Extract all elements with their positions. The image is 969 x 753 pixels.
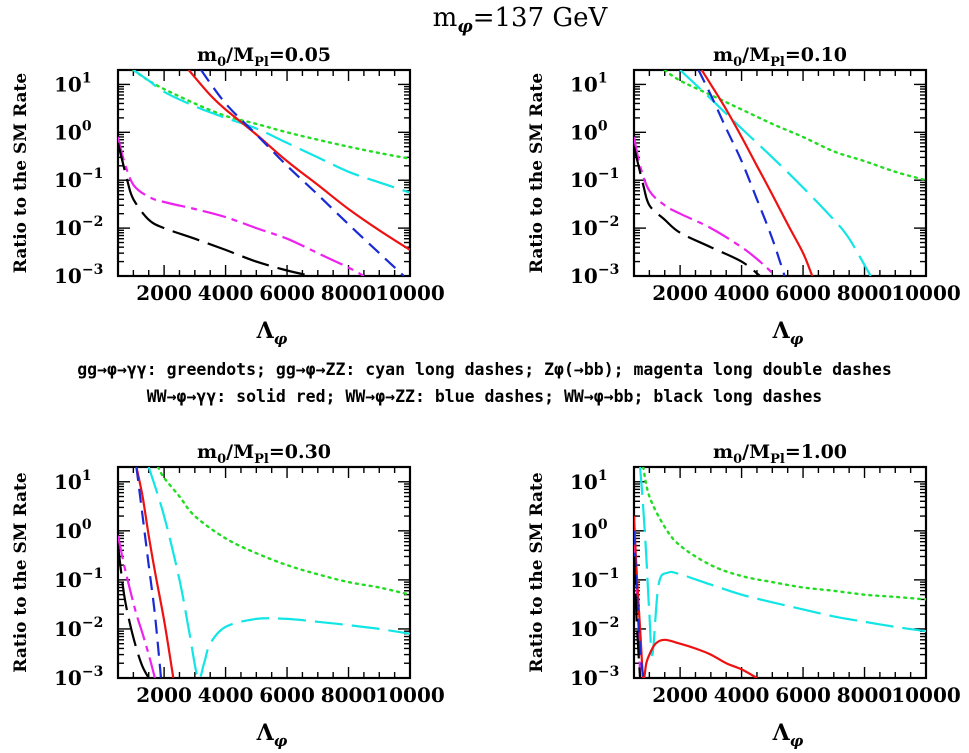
series-line-gg_ZZ: [639, 467, 926, 657]
series-group: [118, 70, 410, 276]
x-tick-label: 8000: [321, 683, 377, 707]
series-group: [118, 467, 410, 678]
series-line-gg_gamgam: [663, 70, 926, 182]
series-line-WW_ZZ: [135, 467, 163, 678]
x-tick-label: 10000: [891, 683, 961, 707]
y-tick-label: 10−2: [570, 214, 619, 240]
x-axis-label: Λφ: [256, 318, 288, 348]
y-tick-label: 101: [54, 468, 92, 494]
series-line-Zphi_bb: [634, 136, 777, 276]
series-line-WW_gamgam: [135, 467, 175, 678]
y-tick-label: 10−1: [54, 166, 103, 192]
y-tick-label: 10−1: [570, 166, 619, 192]
y-tick-label: 100: [54, 517, 92, 543]
y-tick-label: 10−2: [54, 615, 103, 641]
y-tick-label: 10−3: [570, 262, 619, 288]
series-line-gg_gamgam: [132, 70, 410, 160]
series-line-WW_gamgam: [634, 516, 758, 678]
y-tick-label: 101: [54, 70, 92, 96]
series-line-gg_gamgam: [156, 467, 410, 596]
x-tick-label: 4000: [198, 683, 254, 707]
series-line-WW_ZZ: [697, 70, 786, 276]
x-tick-label: 10000: [375, 683, 445, 707]
series-line-WW_bb: [118, 545, 150, 678]
y-tick-label: 100: [570, 517, 608, 543]
y-tick-label: 10−2: [54, 214, 103, 240]
x-tick-label: 8000: [837, 281, 893, 305]
series-line-Zphi_bb: [118, 535, 156, 678]
y-axis-label: Ratio to the SM Rate: [527, 472, 547, 673]
y-tick-label: 100: [54, 118, 92, 144]
series-group: [634, 70, 926, 276]
y-axis-label: Ratio to the SM Rate: [527, 73, 547, 274]
y-tick-label: 10−3: [54, 262, 103, 288]
series-line-WW_bb: [634, 556, 642, 678]
x-axis-label: Λφ: [772, 318, 804, 348]
x-tick-label: 6000: [775, 683, 831, 707]
x-tick-label: 2000: [136, 281, 192, 305]
series-line-WW_ZZ: [200, 70, 405, 276]
panel-title: m0/MPl=1.00: [713, 441, 847, 467]
series-line-WW_bb: [118, 142, 312, 276]
series-line-WW_bb: [634, 146, 761, 276]
x-tick-label: 4000: [198, 281, 254, 305]
series-line-gg_gamgam: [642, 467, 926, 601]
y-tick-label: 10−3: [54, 664, 103, 690]
x-tick-label: 6000: [775, 281, 831, 305]
plot-frame: [116, 465, 412, 680]
panel-title: m0/MPl=0.05: [197, 44, 331, 70]
x-tick-label: 10000: [375, 281, 445, 305]
x-tick-label: 4000: [714, 281, 770, 305]
legend-caption-line-2: WW→φ→γγ: solid red; WW→φ→ZZ: blue dashes…: [146, 387, 823, 406]
series-group: [634, 467, 926, 678]
x-tick-label: 8000: [321, 281, 377, 305]
series-line-gg_ZZ: [132, 70, 410, 194]
x-axis-label: Λφ: [772, 720, 804, 750]
panel-title: m0/MPl=0.10: [713, 44, 847, 70]
y-tick-label: 10−1: [570, 566, 619, 592]
x-tick-label: 8000: [837, 683, 893, 707]
series-line-gg_ZZ: [147, 467, 410, 678]
x-axis-label: Λφ: [256, 720, 288, 750]
series-line-WW_ZZ: [634, 530, 645, 678]
y-axis-label: Ratio to the SM Rate: [11, 73, 31, 274]
figure-title: mφ=137 GeV: [433, 3, 609, 37]
x-tick-label: 6000: [259, 281, 315, 305]
legend-caption-line-1: gg→φ→γγ: greendots; gg→φ→ZZ: cyan long d…: [77, 360, 892, 379]
x-tick-label: 4000: [714, 683, 770, 707]
x-tick-label: 2000: [652, 281, 708, 305]
x-tick-label: 10000: [891, 281, 961, 305]
y-tick-label: 101: [570, 70, 608, 96]
x-tick-label: 2000: [652, 683, 708, 707]
y-axis-label: Ratio to the SM Rate: [11, 472, 31, 673]
y-tick-label: 101: [570, 468, 608, 494]
series-line-WW_gamgam: [187, 70, 410, 251]
y-tick-label: 10−2: [570, 615, 619, 641]
y-tick-label: 10−3: [570, 664, 619, 690]
plot-frame: [116, 68, 412, 278]
x-tick-label: 6000: [259, 683, 315, 707]
series-line-WW_gamgam: [700, 70, 814, 276]
x-tick-label: 2000: [136, 683, 192, 707]
series-line-Zphi_bb: [118, 136, 365, 276]
plot-frame: [632, 68, 928, 278]
y-tick-label: 100: [570, 118, 608, 144]
panel-title: m0/MPl=0.30: [197, 441, 331, 467]
y-tick-label: 10−1: [54, 566, 103, 592]
